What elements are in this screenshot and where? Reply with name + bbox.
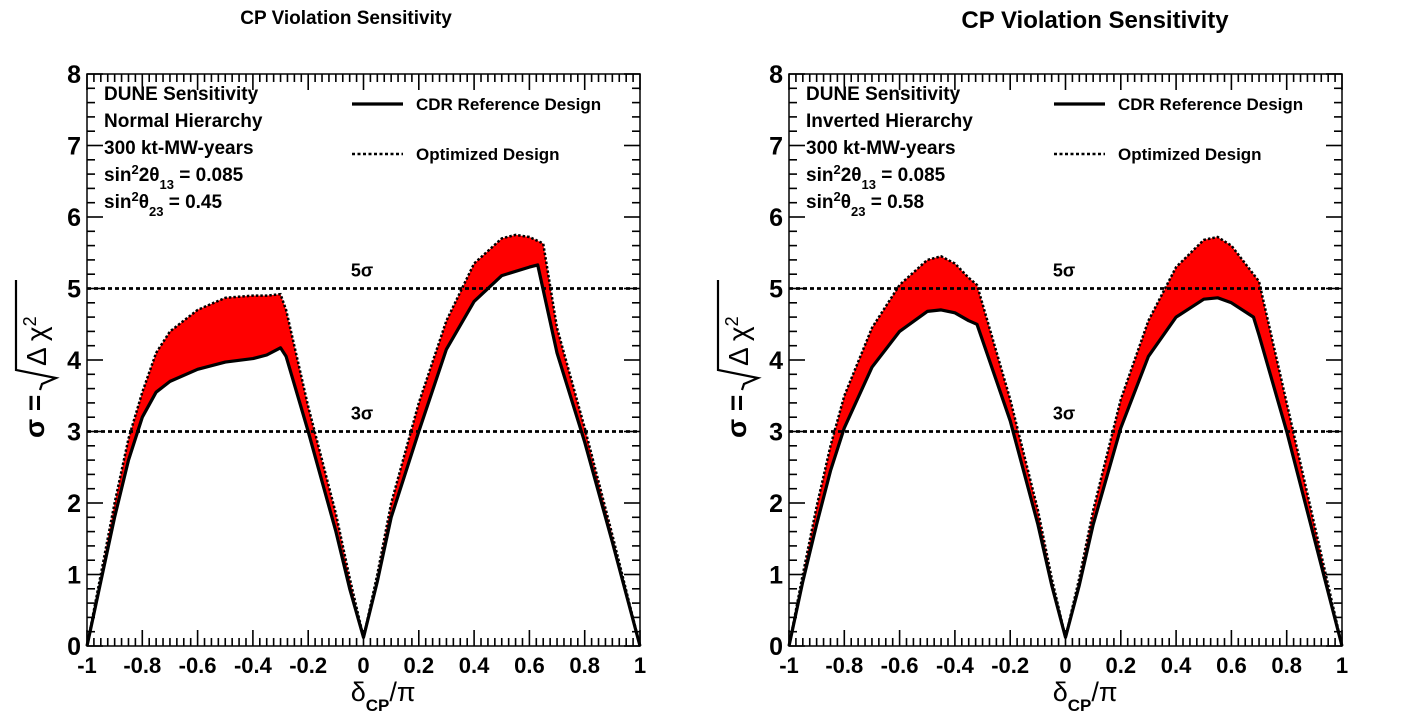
series-cdr-reference-line (85, 263, 642, 647)
x-tick-label: 1 (634, 653, 646, 678)
reference-label-5sigma: 5σ (351, 261, 373, 281)
x-axis-label: δCP/π (1053, 677, 1118, 711)
sqrt-sign (716, 280, 762, 391)
info-line-5: sin2θ23 = 0.45 (104, 189, 223, 219)
y-tick-label: 3 (769, 419, 783, 447)
y-tick-label: 1 (67, 562, 81, 590)
y-tick-label: 5 (769, 276, 783, 304)
info-line-4: sin22θ13 = 0.085 (104, 162, 244, 192)
info-line-5: sin2θ23 = 0.58 (806, 189, 924, 219)
x-tick-label: -0.6 (881, 653, 919, 678)
y-tick-label: 0 (769, 633, 783, 661)
y-tick-label: 2 (67, 490, 81, 518)
x-tick-label: 0.2 (404, 653, 435, 678)
chart-title: CP Violation Sensitivity (240, 8, 452, 29)
reference-label-5sigma: 5σ (1053, 261, 1075, 281)
x-tick-label: -0.2 (991, 653, 1029, 678)
info-line-4: sin22θ13 = 0.085 (806, 162, 946, 192)
x-axis-label: δCP/π (351, 677, 416, 711)
series-optimized-design-line (787, 235, 1344, 647)
y-axis-label: σ = Δ χ2 (14, 280, 60, 438)
x-tick-label: 1 (1336, 653, 1348, 678)
sensitivity-band (789, 237, 1342, 646)
x-tick-label: 0.8 (1271, 653, 1302, 678)
x-tick-label: -0.4 (234, 653, 273, 678)
x-tick-label: -0.4 (936, 653, 975, 678)
chart-panel-normal-hierarchy: CP Violation Sensitivity 5σ 3σ 0 1 2 3 4 5 6 7 8 -1 -… (14, 8, 646, 711)
y-tick-label: 7 (67, 133, 81, 161)
x-tick-label: -0.2 (289, 653, 327, 678)
info-line-2: Inverted Hierarchy (806, 111, 973, 132)
x-tick-label: 0.6 (514, 653, 545, 678)
sqrt-sign (14, 280, 60, 391)
x-tick-label: 0.2 (1106, 653, 1137, 678)
x-tick-label: -0.6 (179, 653, 217, 678)
y-axis-label-sigma: σ = (721, 395, 752, 438)
x-tick-label: 0.8 (569, 653, 600, 678)
x-tick-label: 0.4 (1161, 653, 1192, 678)
series-optimized-design-line (85, 233, 642, 647)
y-tick-label: 1 (769, 562, 783, 590)
info-line-3: 300 kt-MW-years (104, 138, 254, 159)
cp-violation-chart-normal: CP Violation Sensitivity 5σ 3σ 0 1 2 3 4 5 6 7 8 -1 -… (14, 8, 646, 711)
x-tick-label: -0.8 (825, 653, 863, 678)
x-tick-label: 0 (357, 653, 369, 678)
y-tick-label: 8 (769, 61, 783, 89)
reference-label-3sigma: 3σ (1053, 404, 1075, 424)
x-tick-label: -1 (779, 653, 799, 678)
y-tick-label: 5 (67, 276, 81, 304)
reference-label-3sigma: 3σ (351, 404, 373, 424)
chart-panel-inverted-hierarchy: CP Violation Sensitivity 5σ 3σ 0 1 2 3 4 5 6 7 8 -1 -… (702, 0, 1404, 711)
info-line-1: DUNE Sensitivity (104, 84, 259, 105)
legend-label: Optimized Design (416, 145, 560, 164)
info-line-3: 300 kt-MW-years (806, 138, 956, 159)
x-tick-label: 0.6 (1216, 653, 1247, 678)
x-tick-label: 0.4 (459, 653, 490, 678)
y-axis-label-delta-chi2: Δ χ2 (20, 316, 52, 366)
x-tick-label: -1 (77, 653, 97, 678)
y-tick-label: 8 (67, 61, 81, 89)
y-tick-label: 0 (67, 633, 81, 661)
y-tick-label: 4 (67, 347, 81, 375)
series-cdr-reference-line (787, 296, 1344, 647)
x-tick-label: -0.8 (123, 653, 161, 678)
y-tick-label: 6 (769, 204, 783, 232)
y-axis-label: σ = Δ χ2 (716, 280, 762, 438)
x-tick-label: 0 (1059, 653, 1071, 678)
legend-label: CDR Reference Design (1118, 95, 1303, 114)
info-line-2: Normal Hierarchy (104, 111, 263, 132)
cp-violation-chart-inverted: CP Violation Sensitivity 5σ 3σ 0 1 2 3 4 5 6 7 8 -1 -… (716, 7, 1348, 711)
sensitivity-band (87, 234, 640, 646)
legend-label: CDR Reference Design (416, 95, 601, 114)
y-tick-label: 2 (769, 490, 783, 518)
y-axis-label-delta-chi2: Δ χ2 (722, 316, 754, 366)
y-tick-label: 4 (769, 347, 783, 375)
y-tick-label: 7 (769, 133, 783, 161)
chart-title: CP Violation Sensitivity (961, 7, 1229, 34)
info-line-1: DUNE Sensitivity (806, 84, 961, 105)
y-axis-label-sigma: σ = (19, 395, 50, 438)
legend-label: Optimized Design (1118, 145, 1262, 164)
y-tick-label: 3 (67, 419, 81, 447)
y-tick-label: 6 (67, 204, 81, 232)
